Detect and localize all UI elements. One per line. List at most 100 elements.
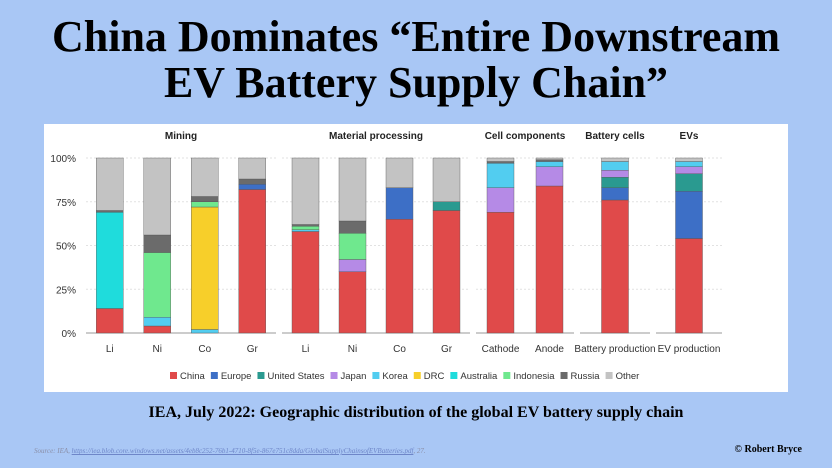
bar-segment-other <box>291 157 320 225</box>
bar-segment-korea <box>601 161 629 171</box>
bar-segment-russia <box>535 159 564 162</box>
legend-label: Australia <box>460 371 498 382</box>
bar-segment-china <box>385 219 414 334</box>
bar-segment-other <box>535 157 564 160</box>
title-line-2: EV Battery Supply Chain” <box>163 58 669 107</box>
bar-segment-other <box>432 157 461 202</box>
x-tick-label: Co <box>198 344 211 355</box>
bar-segment-korea <box>191 329 219 334</box>
bar-segment-other <box>96 157 124 211</box>
bar-segment-china <box>432 210 461 334</box>
source-prefix: Source: IEA, <box>34 447 70 455</box>
bar-segment-japan <box>486 187 515 213</box>
legend-swatch <box>257 372 265 379</box>
bar-segment-china <box>675 238 703 334</box>
legend-label: Other <box>616 371 640 382</box>
legend-swatch <box>560 372 568 379</box>
legend-swatch <box>413 372 421 379</box>
bar-segment-china <box>96 308 124 334</box>
bar-segment-other <box>675 157 703 162</box>
bar-segment-europe <box>675 191 703 239</box>
bar-segment-china <box>291 231 320 334</box>
legend-label: China <box>180 371 206 382</box>
bar-segment-australia <box>96 212 124 309</box>
legend-swatch <box>450 372 458 379</box>
legend-label: Europe <box>221 371 252 382</box>
bar-segment-other <box>486 157 515 162</box>
bar-segment-europe <box>238 184 266 190</box>
bar-segment-other <box>191 157 219 197</box>
bar-segment-china <box>535 185 564 334</box>
x-tick-label: EV production <box>658 344 721 355</box>
group-title: Cell components <box>485 131 566 142</box>
bar-segment-russia <box>191 196 219 202</box>
bar-segment-japan <box>338 259 367 272</box>
bar-segment-other <box>238 157 266 180</box>
bar-segment-europe <box>385 187 414 220</box>
bar-segment-china <box>486 212 515 334</box>
source-note: Source: IEA, https://iea.blob.core.windo… <box>34 447 426 455</box>
bar-segment-china <box>338 271 367 334</box>
y-tick-label: 0% <box>62 329 77 340</box>
source-link[interactable]: https://iea.blob.core.windows.net/assets… <box>71 447 414 455</box>
bar-segment-china <box>143 325 171 334</box>
bar-segment-japan <box>675 166 703 174</box>
y-tick-label: 50% <box>56 242 76 253</box>
bar-segment-other <box>601 157 629 162</box>
bar-segment-china <box>238 189 266 334</box>
bar-segment-russia <box>291 224 320 227</box>
bar-segment-united-states <box>432 201 461 211</box>
bar-segment-korea <box>535 161 564 167</box>
x-tick-label: Co <box>393 344 406 355</box>
x-tick-label: Li <box>302 344 310 355</box>
bar-segment-russia <box>486 161 515 164</box>
bar-segment-japan <box>601 170 629 178</box>
legend-label: Russia <box>571 371 601 382</box>
group-title: EVs <box>680 131 699 142</box>
y-tick-label: 100% <box>50 154 76 165</box>
legend-label: Korea <box>382 371 408 382</box>
chart-caption: IEA, July 2022: Geographic distribution … <box>148 404 684 421</box>
stacked-bar-chart: 0% 25% 50% 75% 100% Mining Li Ni Co Gr Material pr… <box>50 131 722 382</box>
bar-segment-korea <box>486 163 515 188</box>
group-title: Battery cells <box>585 131 645 142</box>
x-tick-label: Ni <box>348 344 357 355</box>
bar-segment-other <box>338 157 367 222</box>
bar-segment-europe <box>601 187 629 201</box>
legend-label: DRC <box>424 371 445 382</box>
bar-segment-indonesia <box>191 201 219 208</box>
bar-segment-china <box>601 199 629 334</box>
source-suffix: , 27. <box>413 447 426 455</box>
x-tick-label: Cathode <box>482 344 520 355</box>
legend-label: United States <box>267 371 324 382</box>
x-tick-label: Gr <box>247 344 259 355</box>
bar-segment-united-states <box>675 173 703 192</box>
legend-swatch <box>372 372 380 379</box>
slide-title: China Dominates “Entire Downstream EV Ba… <box>0 14 832 106</box>
bar-segment-united-states <box>601 177 629 188</box>
legend-swatch <box>210 372 218 379</box>
x-tick-label: Ni <box>153 344 162 355</box>
bar-segment-indonesia <box>338 233 367 260</box>
group-title: Mining <box>165 131 197 142</box>
bar-segment-drc <box>191 206 219 330</box>
bar-segment-russia <box>96 210 124 213</box>
bar-segment-other <box>385 157 414 188</box>
bar-segment-indonesia <box>143 252 171 318</box>
chart-panel: 0% 25% 50% 75% 100% Mining Li Ni Co Gr Material pr… <box>44 124 788 392</box>
bar-segment-korea <box>143 317 171 327</box>
y-tick-label: 25% <box>56 285 76 296</box>
title-line-1: China Dominates “Entire Downstream <box>51 12 781 61</box>
bar-segment-japan <box>535 166 564 187</box>
bar-segment-russia <box>238 178 266 185</box>
legend-label: Japan <box>341 371 367 382</box>
x-tick-label: Battery production <box>574 344 655 355</box>
bar-segment-korea <box>675 161 703 167</box>
bar-segment-russia <box>338 220 367 234</box>
x-tick-label: Anode <box>535 344 564 355</box>
group-title: Material processing <box>329 131 423 142</box>
y-tick-label: 75% <box>56 198 76 209</box>
bar-segment-other <box>143 157 171 236</box>
legend-swatch <box>330 372 338 379</box>
bar-segment-russia <box>143 234 171 253</box>
